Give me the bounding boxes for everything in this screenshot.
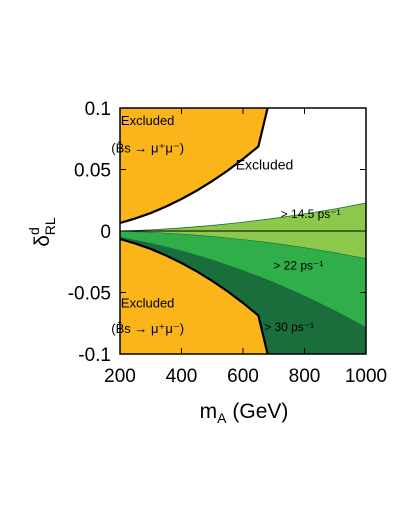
ann-excluded-ll: Excluded	[121, 295, 174, 310]
ann-bs-ul: (B̄s → μ⁺μ⁻)	[111, 140, 184, 155]
x-tick-label: 400	[166, 366, 198, 387]
x-axis-title: mA (GeV)	[200, 400, 289, 426]
ann-excluded-mid: Excluded	[236, 157, 294, 173]
band-30-region	[120, 237, 366, 354]
y-tick-label: 0	[100, 222, 111, 243]
band-14-5-boundary-line	[120, 230, 366, 259]
regions	[120, 108, 366, 354]
y-tick-label: 0.1	[85, 99, 111, 120]
dm-upper-contour-line	[120, 202, 366, 232]
ann-30: > 30 ps⁻¹	[264, 320, 314, 334]
tick-marks	[119, 107, 367, 355]
annotations: Excluded (B̄s → μ⁺μ⁻) Excluded > 14.5 ps⁻¹ >…	[111, 113, 340, 336]
band-22-region	[120, 231, 366, 328]
bs-lower-boundary-line	[120, 237, 269, 354]
y-tick-label: -0.05	[68, 284, 111, 305]
tick-labels: 200 400 600 800 1000 0.1 0.05 0 -0.05 -0.1	[68, 99, 387, 387]
ann-14-5: > 14.5 ps⁻¹	[281, 207, 341, 221]
x-tick-label: 200	[104, 366, 136, 387]
x-tick-label: 1000	[345, 366, 387, 387]
band-22-boundary-line	[120, 236, 366, 328]
ann-bs-ll: (B̄s → μ⁺μ⁻)	[111, 321, 184, 336]
x-tick-label: 800	[289, 366, 321, 387]
ann-22: > 22 ps⁻¹	[273, 259, 323, 273]
bs-upper-boundary-line	[120, 108, 269, 225]
y-tick-label: 0.05	[74, 161, 111, 182]
ann-excluded-ul: Excluded	[121, 113, 174, 128]
y-axis-title: δdRL	[26, 217, 58, 247]
x-tick-label: 600	[227, 366, 259, 387]
y-tick-label: -0.1	[78, 345, 111, 366]
